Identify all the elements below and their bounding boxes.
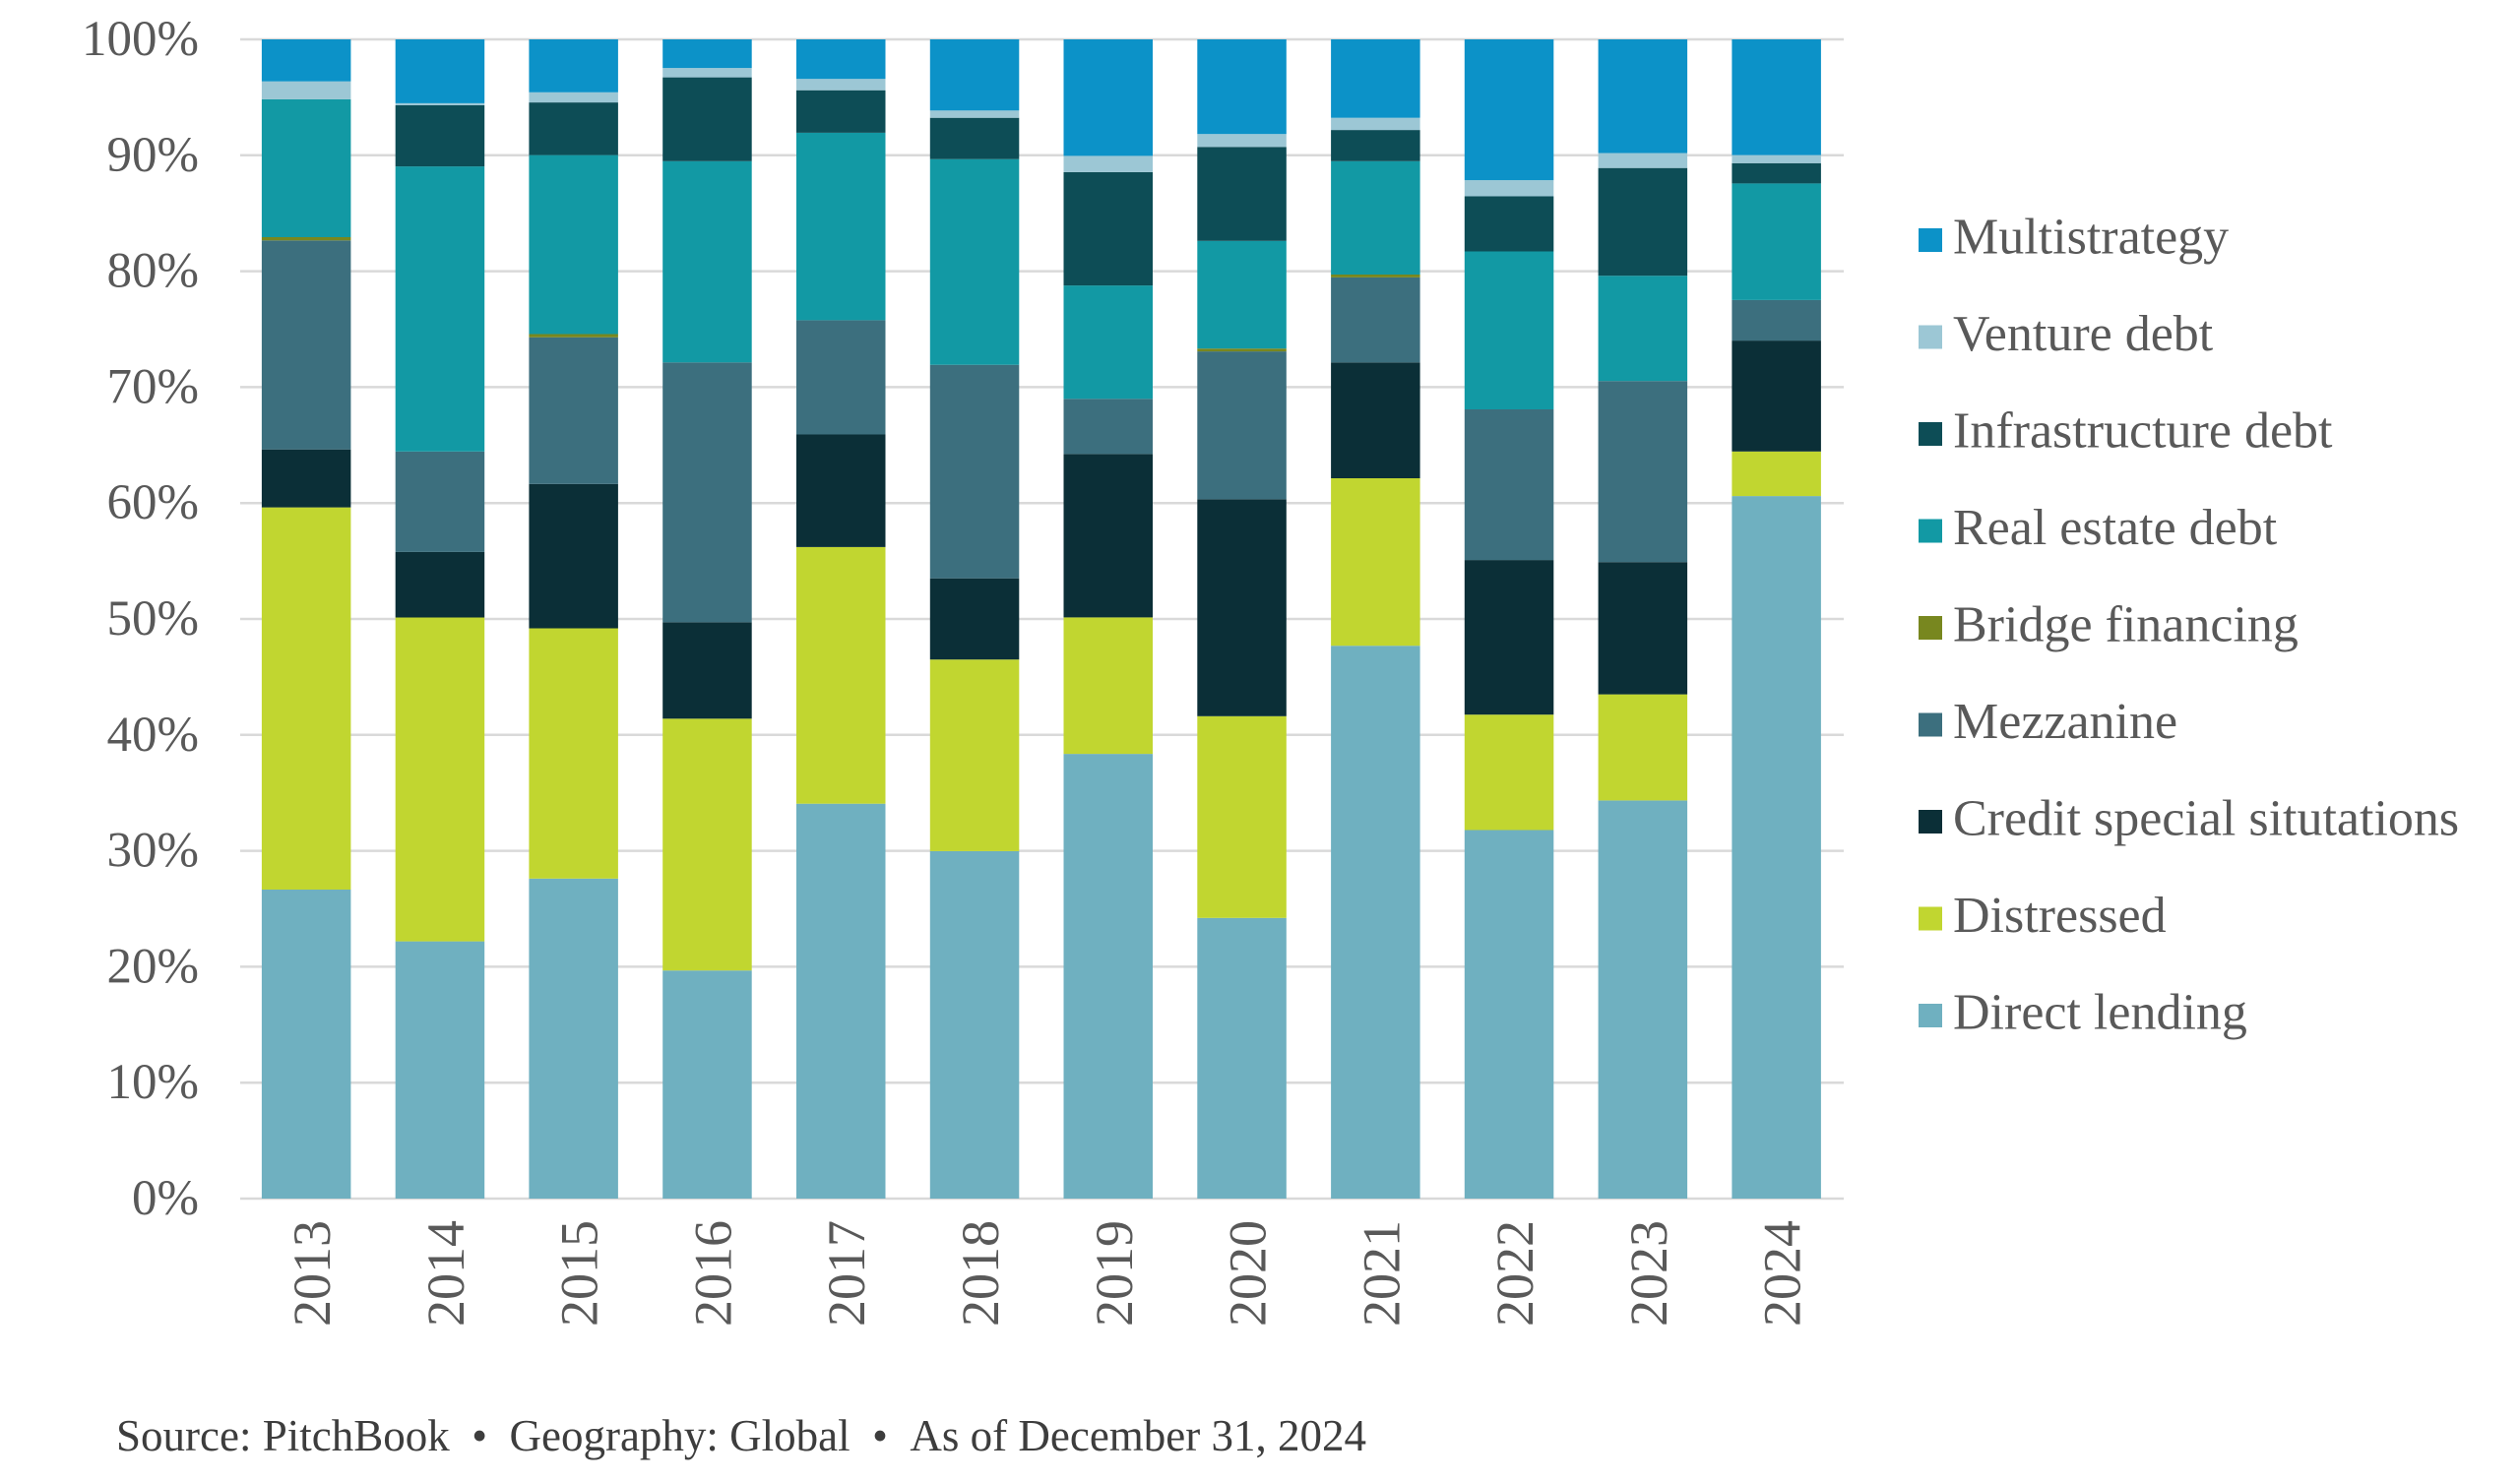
svg-text:2024: 2024 — [1753, 1220, 1812, 1327]
svg-text:2015: 2015 — [550, 1220, 609, 1327]
svg-text:2021: 2021 — [1352, 1220, 1411, 1327]
svg-text:20%: 20% — [107, 939, 199, 994]
svg-text:Multistrategy: Multistrategy — [1953, 210, 2229, 266]
svg-text:2016: 2016 — [684, 1220, 743, 1327]
svg-text:Credit special situtations: Credit special situtations — [1953, 791, 2459, 847]
svg-text:2023: 2023 — [1619, 1220, 1678, 1327]
svg-text:2013: 2013 — [283, 1220, 342, 1327]
svg-text:0%: 0% — [132, 1171, 199, 1226]
svg-text:2020: 2020 — [1219, 1220, 1278, 1327]
svg-text:2022: 2022 — [1485, 1220, 1544, 1327]
svg-text:Infrastructure debt: Infrastructure debt — [1953, 403, 2333, 460]
svg-text:Distressed: Distressed — [1953, 888, 2167, 944]
svg-text:Venture debt: Venture debt — [1953, 306, 2214, 362]
svg-text:70%: 70% — [107, 359, 199, 414]
svg-text:100%: 100% — [82, 12, 199, 67]
svg-text:Bridge financing: Bridge financing — [1953, 597, 2299, 653]
svg-text:2019: 2019 — [1085, 1220, 1144, 1327]
svg-text:10%: 10% — [107, 1055, 199, 1110]
svg-text:Real estate debt: Real estate debt — [1953, 500, 2278, 556]
svg-text:2014: 2014 — [416, 1220, 475, 1327]
svg-text:Direct lending: Direct lending — [1953, 985, 2247, 1041]
svg-text:50%: 50% — [107, 591, 199, 647]
svg-text:2018: 2018 — [951, 1220, 1010, 1327]
svg-text:60%: 60% — [107, 475, 199, 530]
svg-text:30%: 30% — [107, 824, 199, 879]
svg-text:90%: 90% — [107, 128, 199, 183]
svg-text:40%: 40% — [107, 708, 199, 763]
svg-text:Mezzanine: Mezzanine — [1953, 694, 2177, 750]
svg-text:Source: PitchBook • Geograph: Source: PitchBook • Geography: Global • … — [116, 1411, 1366, 1460]
svg-text:80%: 80% — [107, 244, 199, 299]
svg-text:2017: 2017 — [817, 1220, 876, 1327]
